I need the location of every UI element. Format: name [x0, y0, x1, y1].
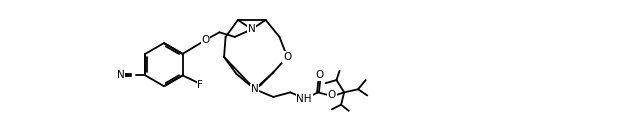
Text: O: O	[283, 52, 291, 62]
Text: N: N	[251, 84, 259, 94]
Text: O: O	[328, 90, 336, 100]
Text: N: N	[248, 24, 256, 34]
Text: NH: NH	[296, 94, 312, 104]
Text: O: O	[315, 70, 324, 80]
Text: O: O	[202, 35, 210, 45]
Text: F: F	[197, 80, 203, 90]
Text: N: N	[117, 70, 125, 80]
